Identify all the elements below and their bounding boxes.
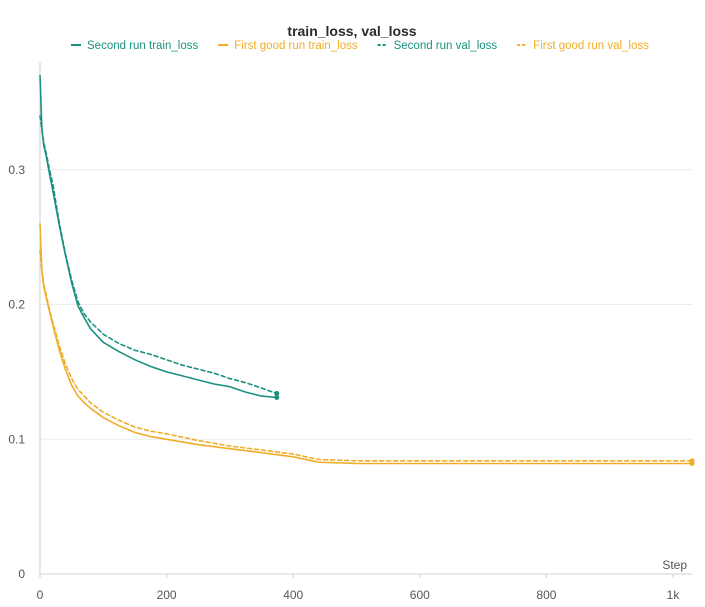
x-tick-label: 1k [667, 588, 681, 602]
series-line-4 [39, 249, 693, 462]
y-tick-label: 0.1 [8, 432, 25, 446]
series-line-3 [39, 115, 278, 395]
y-tick-label: 0 [18, 567, 25, 581]
x-tick-label: 200 [157, 588, 177, 602]
legend-label: Second run val_loss [394, 40, 498, 52]
x-tick-label: 800 [536, 588, 556, 602]
x-tick-label: 0 [37, 588, 44, 602]
y-tick-label: 0.2 [8, 298, 25, 312]
legend: Second run train_loss First good run trai… [71, 40, 649, 52]
x-tick-label: 400 [283, 588, 303, 602]
series-end-point [274, 394, 280, 400]
axes: 0 0.1 0.2 0.3 0 200 400 600 800 1k [8, 62, 692, 602]
x-tick-label: 600 [410, 588, 430, 602]
series-layer [39, 74, 695, 467]
legend-label: First good run train_loss [234, 40, 358, 52]
legend-item: First good run val_loss [517, 40, 649, 52]
series-line-1 [39, 74, 278, 399]
legend-label: Second run train_loss [87, 40, 198, 52]
y-tick-label: 0.3 [8, 163, 25, 177]
series-end-point [274, 390, 280, 396]
legend-item: Second run val_loss [377, 40, 498, 52]
series-end-point [689, 458, 695, 464]
legend-label: First good run val_loss [533, 40, 649, 52]
legend-item: Second run train_loss [71, 40, 198, 52]
grid-lines [40, 169, 692, 440]
x-axis-label: Step [662, 558, 687, 572]
legend-item: First good run train_loss [218, 40, 358, 52]
chart-title: train_loss, val_loss [287, 23, 416, 39]
